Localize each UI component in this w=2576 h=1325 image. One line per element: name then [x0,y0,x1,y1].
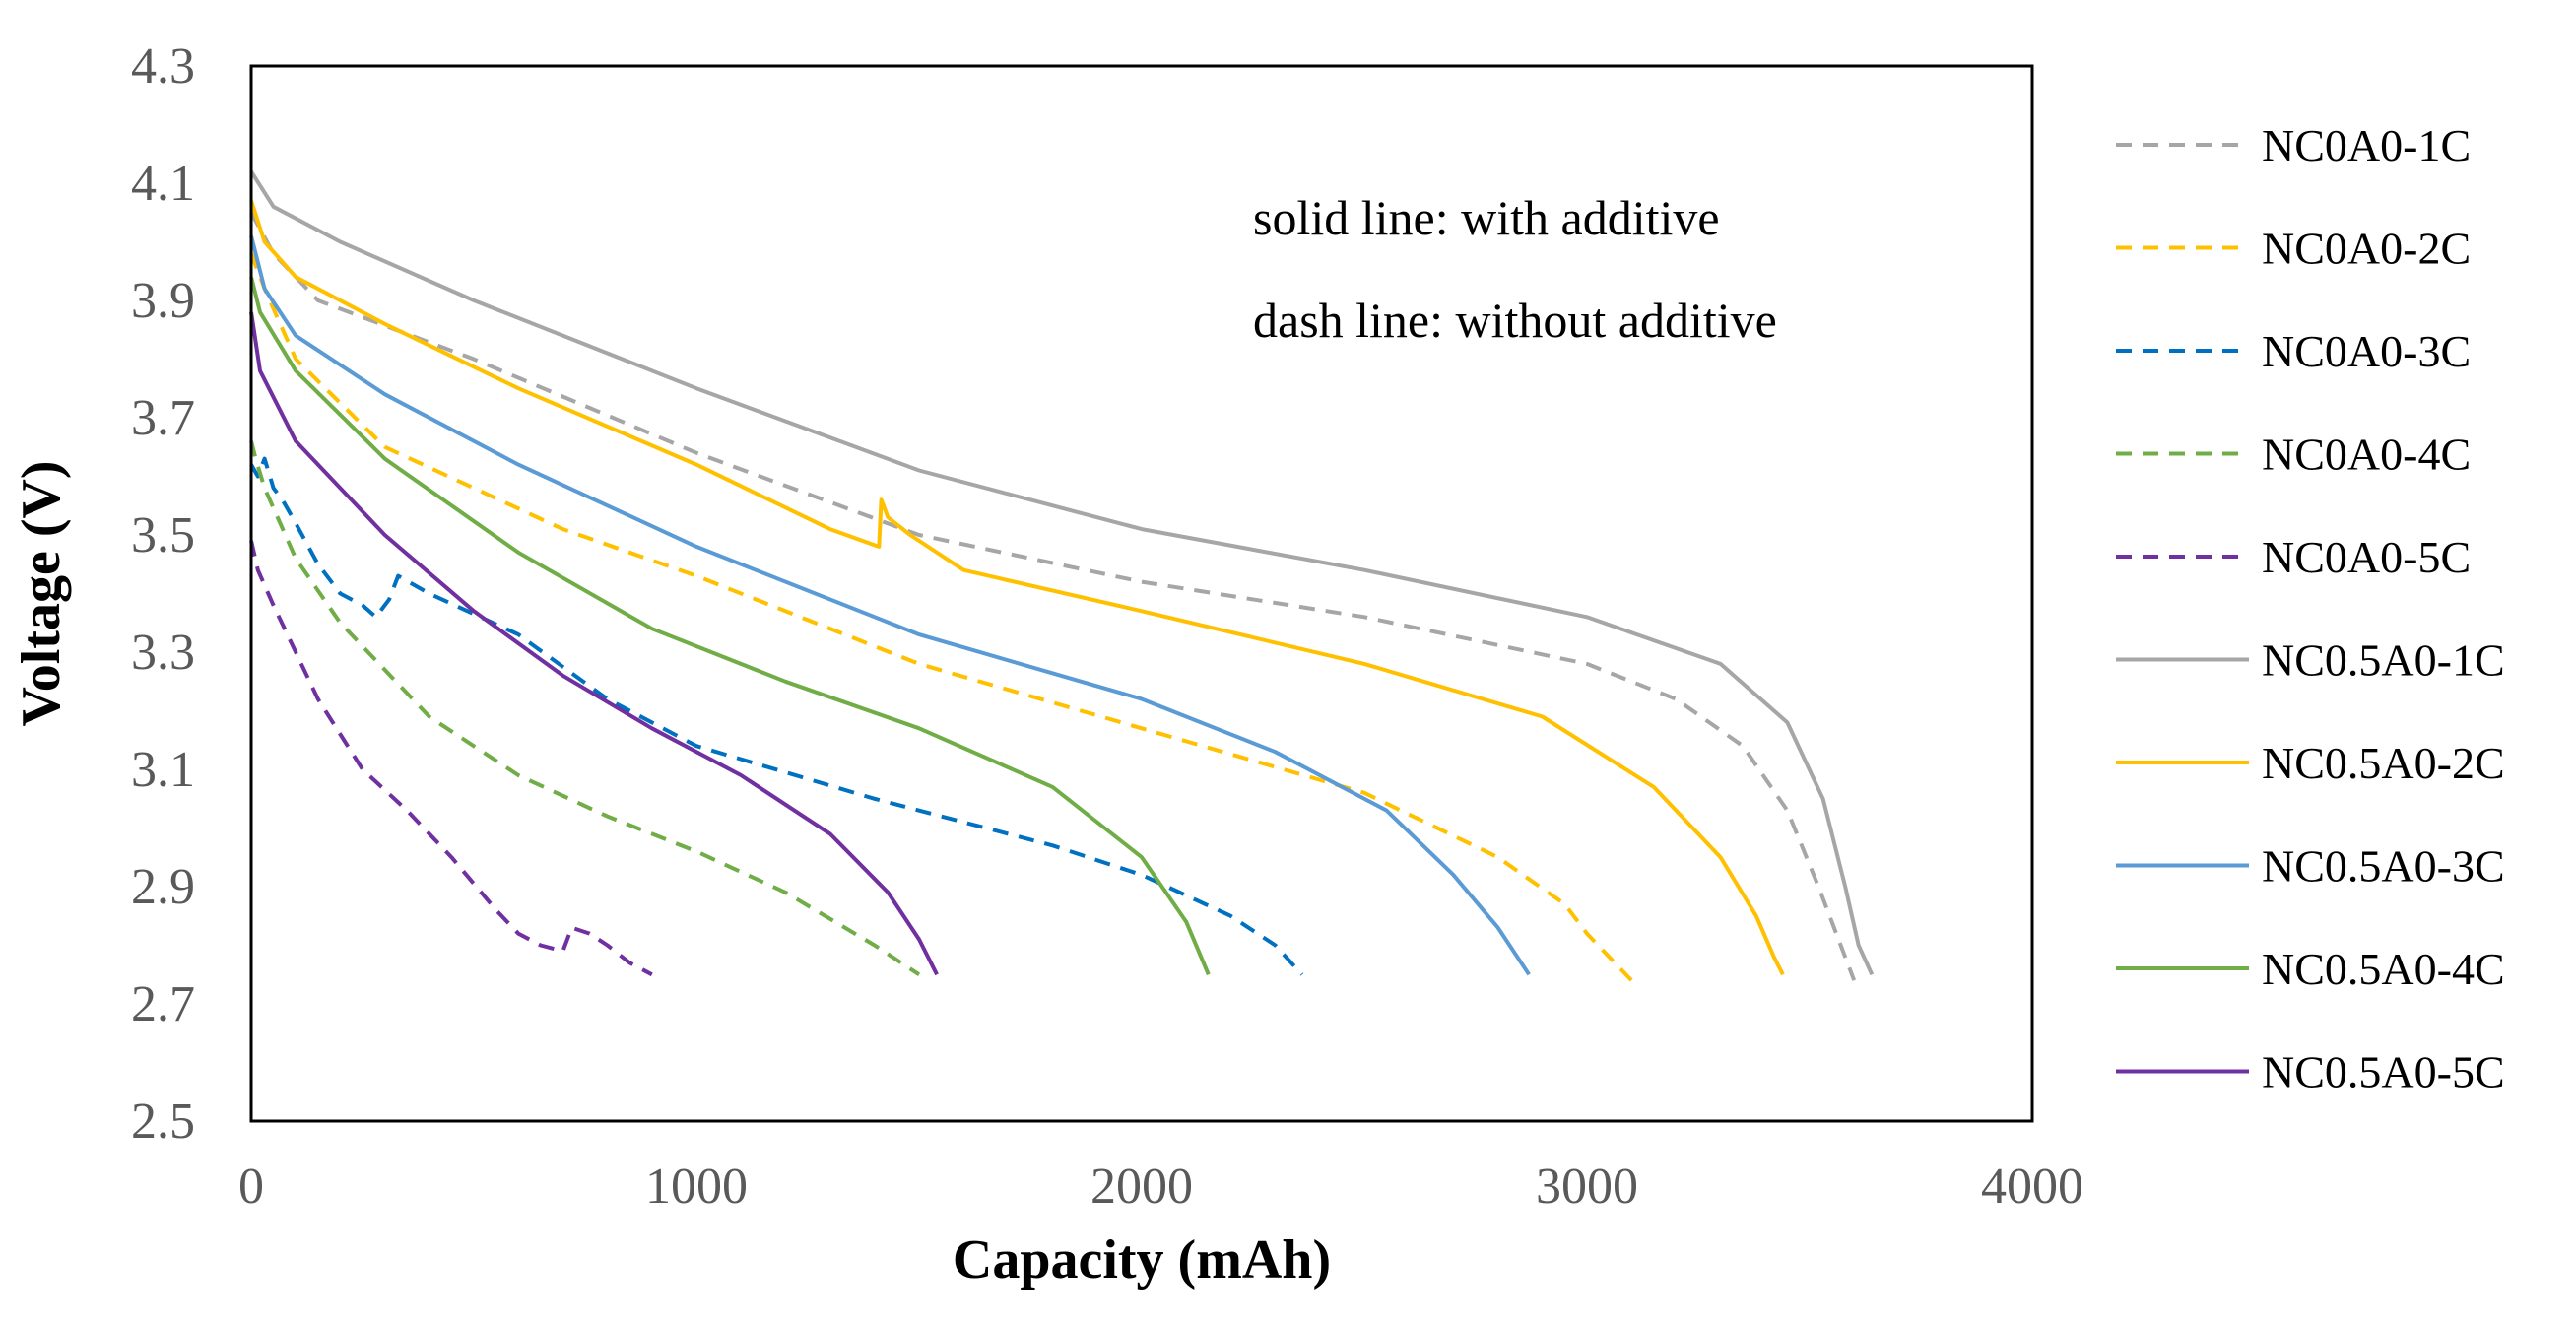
y-tick-label: 4.1 [131,156,195,212]
legend-label-nc0-5a0-2c: NC0.5A0-2C [2262,738,2505,788]
x-tick-label: 2000 [1090,1159,1193,1215]
series-line-nc0a0-5c [249,540,653,977]
series-line-nc0-5a0-4c [249,276,1211,976]
legend-label-nc0-5a0-5c: NC0.5A0-5C [2262,1047,2505,1097]
legend-label-nc0a0-1c: NC0A0-1C [2262,120,2471,170]
y-tick-label: 4.3 [131,38,195,95]
legend-label-nc0a0-3c: NC0A0-3C [2262,326,2471,376]
x-tick-label: 3000 [1536,1159,1638,1215]
legend-label-nc0-5a0-1c: NC0.5A0-1C [2262,635,2505,686]
legend: NC0A0-1C NC0A0-2C NC0A0-3C NC0A0-4C NC0A0-5C… [2116,120,2505,1097]
plot-area-border [249,64,2034,1123]
series-line-nc0a0-1c [249,211,1857,981]
y-tick-label: 2.9 [131,859,195,915]
x-tick-labels: 0 1000 2000 3000 4000 [238,1159,2083,1215]
series-layer [249,170,1875,982]
legend-label-nc0a0-4c: NC0A0-4C [2262,430,2471,480]
y-tick-label: 3.1 [131,742,195,798]
annotation-solid-line: solid line: with additive [1253,190,1720,245]
series-line-nc0a0-4c [249,440,921,976]
x-axis-title: Capacity (mAh) [953,1229,1331,1291]
legend-label-nc0a0-5c: NC0A0-5C [2262,532,2471,582]
y-tick-labels: 2.5 2.7 2.9 3.1 3.3 3.5 3.7 3.9 4.1 4.3 [131,38,195,1150]
y-tick-label: 3.7 [131,390,195,446]
series-line-nc0-5a0-3c [249,235,1531,976]
y-tick-label: 3.5 [131,507,195,563]
y-axis-title: Voltage (V) [11,460,72,726]
y-tick-label: 3.9 [131,273,195,329]
annotation-dash-line: dash line: without additive [1253,293,1777,348]
legend-label-nc0a0-2c: NC0A0-2C [2262,224,2471,274]
y-tick-label: 2.5 [131,1093,195,1150]
series-line-nc0-5a0-1c [249,170,1875,976]
legend-label-nc0-5a0-3c: NC0.5A0-3C [2262,841,2505,892]
x-tick-label: 0 [238,1159,264,1215]
series-line-nc0-5a0-5c [249,311,939,976]
series-line-nc0a0-2c [249,252,1633,982]
x-tick-label: 4000 [1981,1159,2083,1215]
y-tick-label: 2.7 [131,976,195,1032]
series-line-nc0a0-3c [249,456,1304,976]
y-tick-label: 3.3 [131,625,195,681]
legend-label-nc0-5a0-4c: NC0.5A0-4C [2262,944,2505,994]
series-line-nc0-5a0-2c [249,200,1785,976]
x-tick-label: 1000 [645,1159,748,1215]
